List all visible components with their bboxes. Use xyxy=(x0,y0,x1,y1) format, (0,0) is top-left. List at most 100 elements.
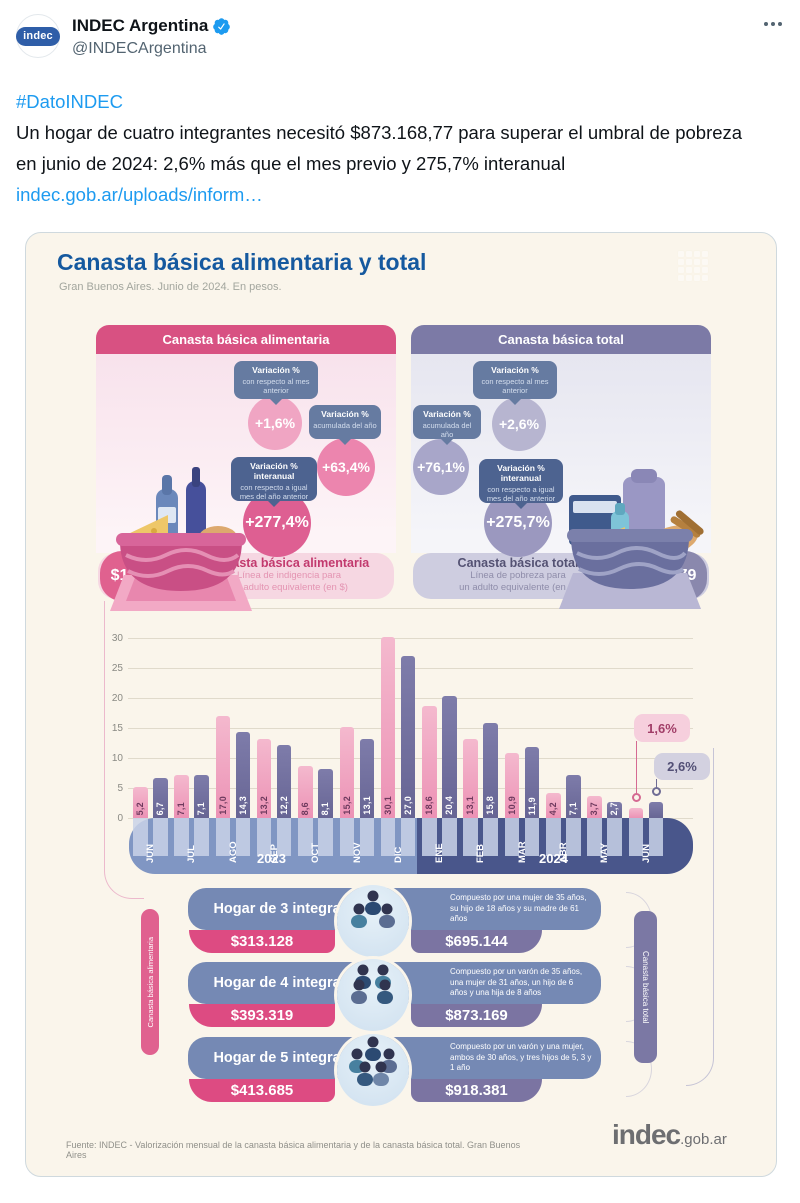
callout-title: Variación % xyxy=(491,365,539,375)
variation-callout-box: Variación % con respecto al mes anterior xyxy=(473,361,557,405)
bar-cbt xyxy=(276,744,292,818)
household-amount-cbt: $918.381 xyxy=(411,1079,542,1102)
under-strip xyxy=(153,818,168,856)
under-strip xyxy=(463,818,478,856)
bar-value-label: 13,1 xyxy=(465,796,476,815)
household-title: Hogar de 3 integrantes xyxy=(213,901,371,917)
y-axis-tick: 25 xyxy=(111,663,123,674)
bar-value-label: 17,0 xyxy=(217,796,228,815)
bar-value-label: 13,2 xyxy=(258,796,269,815)
footer-title: Canasta básica alimentaria xyxy=(208,556,370,570)
footer-line2: un adulto equivalente (en $) xyxy=(230,582,348,593)
under-strip xyxy=(235,818,251,856)
bar-value-label: 5,2 xyxy=(135,801,145,815)
household-description: Compuesto por un varón y una mujer, ambo… xyxy=(450,1042,592,1072)
bar-value-label: 11,9 xyxy=(526,796,537,815)
variation-callout-box: Variación % acumulada del año xyxy=(413,405,481,445)
verified-badge-icon xyxy=(212,17,231,36)
variation-callout-box: Variación % acumulada del año xyxy=(309,405,381,445)
bar-cbt xyxy=(194,775,209,818)
under-strip xyxy=(380,818,396,856)
bar-value-label: 27,0 xyxy=(402,796,413,815)
variation-value-circle: +1,6% xyxy=(248,396,302,450)
y-axis-tick: 20 xyxy=(111,693,123,704)
under-strip xyxy=(546,818,561,856)
under-strip xyxy=(276,818,292,856)
bar-value-label: 18,6 xyxy=(424,796,435,815)
household-amount-cbt: $873.169 xyxy=(411,1004,542,1027)
footer-title: Canasta básica total xyxy=(457,556,579,570)
bar-value-label: 6,7 xyxy=(155,801,165,815)
tweet-body: Un hogar de cuatro integrantes necesitó … xyxy=(16,122,743,174)
variation-callout-box: Variación % interanual con respecto a igu… xyxy=(479,459,563,509)
under-strip xyxy=(133,818,148,856)
bar-value-label: 7,1 xyxy=(176,801,187,815)
bar-cba xyxy=(628,808,644,818)
under-strip xyxy=(607,818,622,856)
footer-line1: Línea de pobreza para xyxy=(470,570,566,581)
variation-value-circle: +2,6% xyxy=(492,397,546,451)
under-strip xyxy=(483,818,498,856)
tweet-text: #DatoINDEC Un hogar de cuatro integrante… xyxy=(16,86,764,210)
indec-gob-ar-logo: indec.gob.ar xyxy=(612,1119,727,1150)
bar-value-label: 8,6 xyxy=(300,801,311,815)
callout-title: Variación % xyxy=(321,409,369,419)
bar-cba xyxy=(422,706,437,818)
household-title: Hogar de 5 integrantes xyxy=(213,1050,371,1066)
bar-cbt xyxy=(318,769,333,818)
under-strip xyxy=(648,818,664,856)
bar-value-label: 20,4 xyxy=(444,796,455,815)
month-label: JUN xyxy=(145,843,156,863)
callout-title: Variación % xyxy=(252,365,300,375)
bar-value-label: 15,8 xyxy=(485,796,496,815)
chart-gridline xyxy=(128,608,693,609)
more-options-icon[interactable] xyxy=(764,22,782,26)
household-amount-cba: $413.685 xyxy=(189,1079,335,1102)
month-label: ABR xyxy=(558,842,569,863)
bar-cba xyxy=(504,752,520,818)
bar-cba xyxy=(174,775,189,818)
month-label: JUN xyxy=(640,843,652,863)
account-name[interactable]: INDEC Argentina xyxy=(72,16,209,35)
url-link[interactable]: indec.gob.ar/uploads/inform… xyxy=(16,184,263,205)
bar-cba xyxy=(587,795,602,818)
goods-basket-illustration xyxy=(559,469,704,609)
bar-value-label: 4,2 xyxy=(548,801,558,815)
callout-subtitle: acumulada del año xyxy=(422,421,472,439)
infographic-subtitle: Gran Buenos Aires. Junio de 2024. En pes… xyxy=(59,281,282,293)
bar-value-label: 3,7 xyxy=(589,801,600,815)
month-label: SEP xyxy=(268,843,280,863)
y-axis-tick: 10 xyxy=(111,753,123,764)
bar-cba xyxy=(256,738,272,818)
callout-jun-cbt: 2,6% xyxy=(654,753,710,780)
callout-jun-cba: 1,6% xyxy=(634,714,690,742)
footer-line2: un adulto equivalente (en $) xyxy=(459,582,577,593)
month-label: FEB xyxy=(475,844,487,863)
bar-value-label: 12,2 xyxy=(278,796,289,815)
month-label: NOV xyxy=(351,842,363,863)
year-label: 2024 xyxy=(539,851,568,866)
connector-cba xyxy=(635,741,638,795)
bar-cbt xyxy=(483,723,498,818)
bar-cba xyxy=(215,716,231,818)
avatar[interactable]: indec xyxy=(16,14,60,58)
bar-cbt xyxy=(400,656,416,818)
month-label: AGO xyxy=(227,841,239,863)
ribbon-canasta-total: Canasta básica total xyxy=(634,911,657,1063)
marker-cbt xyxy=(651,787,661,796)
month-label: ENE xyxy=(434,843,446,863)
bar-cbt xyxy=(566,775,581,818)
bar-value-label: 30,1 xyxy=(382,796,393,815)
month-label: MAR xyxy=(516,841,528,863)
hashtag-link[interactable]: #DatoINDEC xyxy=(16,91,123,112)
tweet-media-infographic[interactable]: Canasta básica alimentaria y total Gran … xyxy=(25,232,777,1177)
month-label: OCT xyxy=(310,842,322,863)
account-handle[interactable]: @INDECArgentina xyxy=(72,40,207,57)
under-strip xyxy=(524,818,540,856)
y-axis-tick: 30 xyxy=(111,633,123,644)
variation-callout-box: Variación % con respecto al mes anterior xyxy=(234,361,318,405)
bar-cbt xyxy=(153,777,168,818)
food-basket-illustration xyxy=(110,467,252,611)
under-strip xyxy=(256,818,272,856)
bar-cba xyxy=(298,766,313,818)
